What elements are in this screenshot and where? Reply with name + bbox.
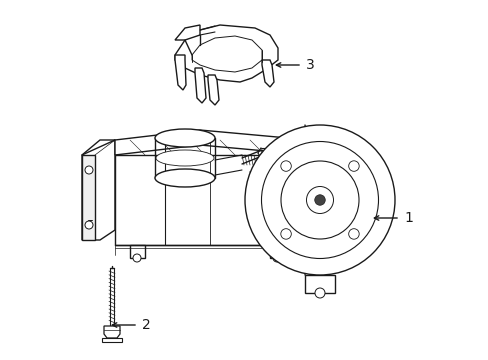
Polygon shape xyxy=(305,275,334,293)
Circle shape xyxy=(281,161,358,239)
Circle shape xyxy=(314,195,325,205)
Ellipse shape xyxy=(155,169,215,187)
Circle shape xyxy=(272,254,281,262)
Circle shape xyxy=(261,141,378,258)
Text: 2: 2 xyxy=(142,318,150,332)
Circle shape xyxy=(280,229,291,239)
Polygon shape xyxy=(104,326,120,338)
Polygon shape xyxy=(102,338,122,342)
Polygon shape xyxy=(262,60,273,87)
Polygon shape xyxy=(175,55,185,90)
Circle shape xyxy=(280,161,291,171)
Text: 1: 1 xyxy=(403,211,412,225)
Polygon shape xyxy=(175,25,278,82)
Polygon shape xyxy=(115,130,309,155)
Circle shape xyxy=(306,186,333,213)
Polygon shape xyxy=(130,245,145,258)
Polygon shape xyxy=(207,75,219,105)
Circle shape xyxy=(133,254,141,262)
Circle shape xyxy=(244,125,394,275)
Polygon shape xyxy=(195,68,205,103)
Circle shape xyxy=(85,221,93,229)
Polygon shape xyxy=(269,245,285,258)
Polygon shape xyxy=(192,36,262,72)
Circle shape xyxy=(85,166,93,174)
Polygon shape xyxy=(175,25,200,40)
Circle shape xyxy=(348,161,359,171)
Polygon shape xyxy=(82,140,115,240)
Circle shape xyxy=(314,288,325,298)
Circle shape xyxy=(348,229,359,239)
Ellipse shape xyxy=(156,150,214,166)
Ellipse shape xyxy=(155,129,215,147)
Text: 3: 3 xyxy=(305,58,314,72)
Polygon shape xyxy=(82,155,95,240)
Polygon shape xyxy=(115,155,309,245)
